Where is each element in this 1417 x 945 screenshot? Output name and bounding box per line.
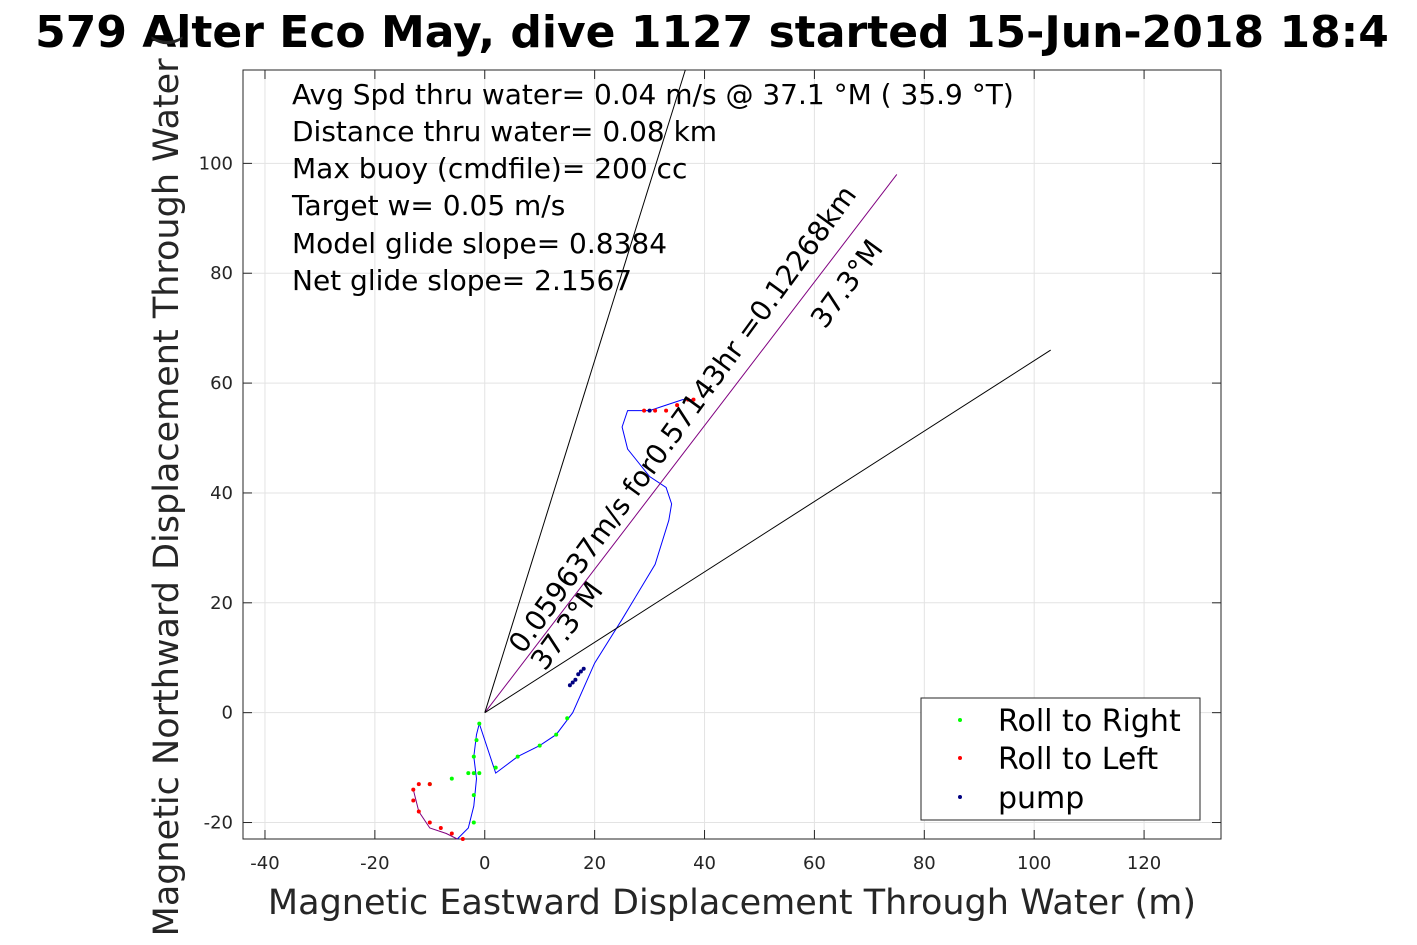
trajectory-line — [484, 349, 1051, 714]
legend: Roll to Right Roll to Left pump — [920, 697, 1201, 821]
point-roll-to-right — [466, 771, 471, 776]
annotation-model-glide: Model glide slope= 0.8384 — [292, 227, 667, 260]
point-roll-to-right — [565, 716, 570, 721]
series-lines — [412, 69, 1051, 840]
point-roll-to-right — [471, 820, 476, 825]
point-roll-to-left — [416, 782, 421, 787]
point-pump — [570, 680, 575, 685]
point-roll-to-right — [554, 732, 559, 737]
point-pump — [576, 672, 581, 677]
point-roll-to-left — [686, 397, 690, 402]
point-pump — [647, 408, 652, 413]
point-roll-to-right — [449, 776, 454, 781]
point-roll-to-right — [471, 771, 476, 776]
y-tick-label: 100 — [199, 153, 233, 174]
y-axis-label: Magnetic Northward Displacement Through … — [147, 34, 187, 937]
y-tick-label: 0 — [222, 703, 233, 724]
y-tick-label: 20 — [210, 593, 233, 614]
x-tick-labels: -40 -20 0 20 40 60 80 100 120 — [250, 853, 1161, 874]
trajectory-line — [484, 174, 898, 714]
y-tick-label: 40 — [210, 483, 233, 504]
legend-marker-roll-right — [958, 718, 962, 722]
point-roll-to-left — [653, 408, 658, 413]
legend-label-roll-right: Roll to Right — [998, 704, 1181, 739]
point-roll-to-left — [411, 787, 416, 792]
x-tick-label: 40 — [693, 853, 716, 874]
point-roll-to-right — [477, 721, 482, 726]
x-tick-label: -20 — [360, 853, 389, 874]
point-roll-to-left — [664, 408, 669, 413]
point-pump — [573, 677, 578, 682]
legend-box — [920, 697, 1201, 821]
legend-label-pump: pump — [998, 781, 1084, 816]
point-roll-to-left — [438, 826, 443, 830]
legend-marker-pump — [958, 795, 962, 799]
point-roll-to-right — [493, 765, 498, 770]
x-tick-label: 0 — [479, 853, 490, 874]
point-roll-to-right — [477, 771, 482, 776]
legend-marker-roll-left — [958, 756, 962, 760]
point-roll-to-left — [691, 397, 696, 402]
trajectory-line — [456, 399, 694, 840]
point-roll-to-left — [411, 798, 416, 803]
annotation-net-glide: Net glide slope= 2.1567 — [292, 264, 632, 297]
trajectory-line — [412, 789, 458, 840]
point-pump — [567, 683, 572, 688]
point-pump — [581, 666, 586, 671]
legend-label-roll-left: Roll to Left — [998, 742, 1158, 777]
point-roll-to-right — [537, 743, 542, 748]
point-roll-to-right — [471, 793, 476, 798]
x-tick-label: 80 — [913, 853, 936, 874]
y-tick-label: -20 — [204, 813, 233, 834]
point-roll-to-right — [471, 754, 476, 759]
plot-frame — [242, 69, 1222, 840]
point-roll-to-right — [474, 738, 479, 743]
x-axis-label: Magnetic Eastward Displacement Through W… — [268, 883, 1196, 923]
point-roll-to-left — [449, 831, 454, 836]
point-roll-to-right — [515, 754, 520, 759]
point-pump — [578, 669, 583, 674]
point-roll-to-left — [460, 837, 465, 841]
chart-title: 579 Alter Eco May, dive 1127 started 15-… — [35, 7, 1389, 58]
y-tick-labels: -20 0 20 40 60 80 100 — [199, 153, 233, 833]
x-tick-label: 120 — [1127, 853, 1161, 874]
point-roll-to-left — [427, 820, 432, 825]
x-tick-label: 60 — [803, 853, 826, 874]
y-tick-label: 80 — [210, 263, 233, 284]
point-roll-to-left — [675, 403, 680, 408]
point-roll-to-left — [642, 408, 647, 413]
annotation-block: Avg Spd thru water= 0.04 m/s @ 37.1 °M (… — [291, 78, 1014, 297]
point-roll-to-left — [427, 782, 432, 787]
x-tick-label: -40 — [250, 853, 279, 874]
point-roll-to-left — [416, 809, 421, 814]
y-tick-label: 60 — [210, 373, 233, 394]
trajectory-line — [484, 69, 686, 713]
annotation-target-w: Target w= 0.05 m/s — [291, 189, 565, 222]
annotation-distance: Distance thru water= 0.08 km — [292, 115, 717, 148]
annotation-max-buoy: Max buoy (cmdfile)= 200 cc — [292, 152, 687, 185]
tick-marks — [243, 70, 1221, 839]
x-tick-label: 20 — [583, 853, 606, 874]
data-points — [411, 397, 696, 841]
annotation-avg-speed: Avg Spd thru water= 0.04 m/s @ 37.1 °M (… — [292, 78, 1014, 111]
x-tick-label: 100 — [1017, 853, 1051, 874]
